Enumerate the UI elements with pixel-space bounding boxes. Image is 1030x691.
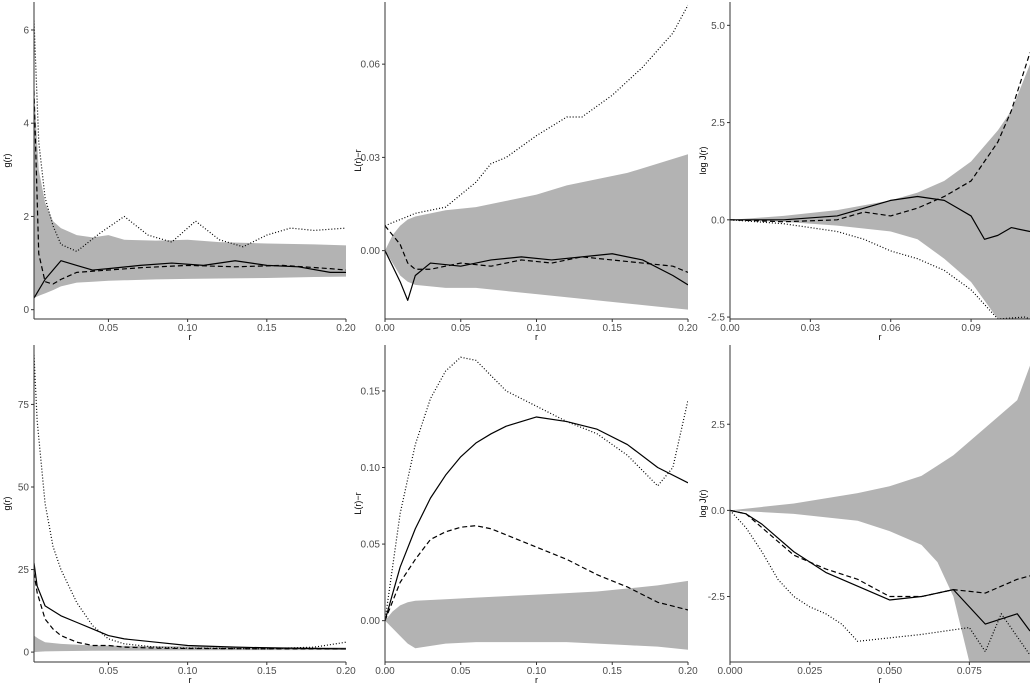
- y-tick-label: 0.00: [361, 616, 381, 627]
- x-tick-label: 0.10: [527, 323, 547, 334]
- y-tick-label: 5.0: [711, 21, 725, 32]
- series-solid-line: [730, 509, 1030, 632]
- x-tick-label: 0.10: [527, 666, 547, 677]
- series-dotted-line: [385, 356, 688, 621]
- x-tick-label: 0.10: [178, 323, 198, 334]
- x-axis-title: r: [879, 675, 882, 685]
- envelope-band: [385, 580, 688, 650]
- series-dotted-line: [34, 20, 346, 253]
- y-tick-label: 0.0: [711, 215, 725, 226]
- series-dashed-line: [730, 509, 1030, 598]
- y-tick-label: 0: [23, 648, 29, 659]
- y-tick-label: 4: [23, 119, 29, 130]
- x-tick-label: 0.15: [257, 666, 277, 677]
- series-dashed-line: [34, 572, 346, 650]
- y-tick-label: 2: [23, 212, 29, 223]
- chart-panel-3: 0.00 0.03 0.06 0.09 -2.5 0.0 2.5 5.0 r log J(r): [698, 2, 1030, 342]
- plot-area: [34, 354, 346, 653]
- x-axis-title: r: [189, 675, 192, 685]
- x-tick-label: 0.05: [99, 666, 119, 677]
- plot-area: [385, 356, 688, 650]
- plot-area: [730, 365, 1030, 662]
- series-dashed-line: [34, 90, 346, 285]
- y-tick-label: 2.5: [711, 420, 725, 431]
- y-axis-title: g(r): [2, 497, 12, 511]
- x-tick-label: 0.20: [336, 323, 356, 334]
- x-tick-label: 0.075: [957, 666, 982, 677]
- y-tick-label: 50: [18, 482, 30, 493]
- y-tick-label: 0.06: [361, 60, 381, 71]
- envelope-band: [730, 64, 1030, 319]
- plot-area: [730, 52, 1030, 319]
- plot-area: [385, 4, 688, 310]
- x-axis-title: r: [535, 675, 538, 685]
- y-tick-label: -2.5: [708, 313, 726, 324]
- y-tick-label: 0.05: [361, 540, 381, 551]
- x-tick-label: 0.00: [375, 323, 395, 334]
- x-tick-label: 0.15: [603, 666, 623, 677]
- x-tick-label: 0.20: [678, 323, 698, 334]
- x-tick-label: 0.000: [717, 666, 742, 677]
- envelope-band: [34, 90, 346, 299]
- y-axis-title: log J(r): [698, 146, 708, 174]
- plot-area: [34, 20, 346, 299]
- series-dashed-line: [385, 225, 688, 273]
- y-tick-label: -2.5: [708, 592, 726, 603]
- series-solid-line: [385, 250, 688, 301]
- envelope-band: [34, 635, 346, 653]
- envelope-band: [730, 365, 1030, 662]
- series-solid-line: [34, 562, 346, 650]
- x-tick-label: 0.09: [961, 323, 981, 334]
- series-dashed-line: [730, 52, 1030, 223]
- x-tick-label: 0.00: [375, 666, 395, 677]
- x-tick-label: 0.20: [336, 666, 356, 677]
- x-tick-label: 0.05: [99, 323, 119, 334]
- y-tick-label: 25: [18, 565, 30, 576]
- envelope-band: [385, 154, 688, 310]
- x-tick-label: 0.025: [797, 666, 822, 677]
- y-tick-label: 0.00: [361, 246, 381, 257]
- y-axis-title: L(r)−r: [353, 149, 363, 171]
- x-tick-label: 0.15: [257, 323, 277, 334]
- chart-panel-2: 0.00 0.05 0.10 0.15 0.20 0.00 0.03 0.06 r L(r)−r: [353, 2, 698, 342]
- y-tick-label: 0.03: [361, 153, 381, 164]
- x-tick-label: 0.15: [603, 323, 623, 334]
- x-tick-label: 0.05: [451, 323, 471, 334]
- x-axis-title: r: [879, 332, 882, 342]
- y-axis-title: log J(r): [698, 489, 708, 517]
- series-dotted-line: [730, 509, 1030, 656]
- x-axis-title: r: [189, 332, 192, 342]
- y-tick-label: 6: [23, 25, 29, 36]
- y-tick-label: 75: [18, 400, 30, 411]
- x-axis-title: r: [535, 332, 538, 342]
- series-dotted-line: [34, 354, 346, 650]
- chart-panel-6: 0.000 0.025 0.050 0.075 -2.5 0.0 2.5 r log J(r): [698, 345, 1030, 685]
- series-solid-line: [730, 195, 1030, 240]
- y-tick-label: 0.10: [361, 463, 381, 474]
- y-tick-label: 0.15: [361, 386, 381, 397]
- x-tick-label: 0.050: [877, 666, 902, 677]
- y-tick-label: 0.0: [711, 506, 725, 517]
- chart-panel-4: 0.05 0.10 0.15 0.20 0 25 50 75 r g(r): [2, 345, 356, 685]
- y-axis-title: L(r)−r: [353, 492, 363, 514]
- series-solid-line: [385, 416, 688, 621]
- x-tick-label: 0.03: [801, 323, 821, 334]
- y-axis-title: g(r): [2, 154, 12, 168]
- y-tick-label: 2.5: [711, 118, 725, 129]
- x-tick-label: 0.05: [451, 666, 471, 677]
- y-tick-label: 0: [23, 305, 29, 316]
- chart-panel-1: 0.05 0.10 0.15 0.20 0 2 4 6 r g(r): [2, 2, 356, 342]
- x-tick-label: 0.10: [178, 666, 198, 677]
- chart-panel-5: 0.00 0.05 0.10 0.15 0.20 0.00 0.05 0.10 0.15 r L(r…: [353, 345, 698, 685]
- series-dotted-line: [730, 219, 1030, 319]
- x-tick-label: 0.06: [881, 323, 901, 334]
- x-tick-label: 0.00: [720, 323, 740, 334]
- x-tick-label: 0.20: [678, 666, 698, 677]
